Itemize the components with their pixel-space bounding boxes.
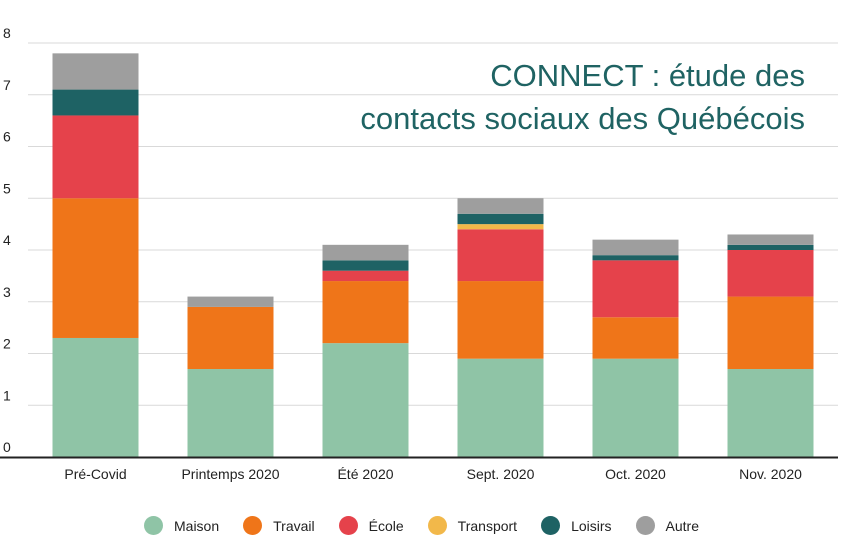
x-category-label: Oct. 2020	[605, 466, 666, 482]
y-tick-label: 8	[3, 25, 11, 41]
x-category-label: Printemps 2020	[181, 466, 279, 482]
bar-segment-travail	[457, 281, 544, 359]
chart-title: CONNECT : étude des contacts sociaux des …	[360, 58, 805, 136]
bar-segment-école	[52, 115, 139, 199]
legend-label: Maison	[174, 517, 220, 534]
y-tick-label: 5	[3, 180, 11, 196]
stacked-bar-chart: 0 1 2 3 4 5 6 7 8 Pré-Covid Printemps 2020 Été 2020…	[0, 25, 838, 482]
bar-segment-travail	[187, 306, 274, 370]
bar-segment-travail	[592, 317, 679, 359]
legend: Maison Travail École Transport Loisirs Autre	[0, 516, 843, 535]
bar-segment-autre	[187, 296, 274, 307]
x-category-label: Pré-Covid	[64, 466, 126, 482]
legend-label: Loisirs	[571, 517, 612, 534]
bar-segment-autre	[52, 53, 139, 90]
bar-segment-loisirs	[322, 260, 409, 271]
bar-segment-maison	[727, 369, 814, 457]
bar-segment-maison	[187, 369, 274, 457]
x-category-label: Nov. 2020	[739, 466, 802, 482]
bar-segment-école	[322, 270, 409, 282]
bar-segment-autre	[457, 198, 544, 214]
bar-segment-loisirs	[727, 244, 814, 250]
legend-swatch	[144, 516, 163, 535]
legend-label: Autre	[665, 517, 699, 534]
x-category-label: Sept. 2020	[467, 466, 535, 482]
bar-segment-travail	[727, 296, 814, 370]
legend-swatch	[427, 516, 447, 535]
y-tick-label: 6	[3, 129, 11, 145]
bar-segment-école	[727, 250, 814, 297]
legend-label: Transport	[457, 517, 518, 534]
chart-title-line: CONNECT : étude des	[490, 58, 805, 93]
bar-segment-transport	[457, 224, 544, 230]
y-tick-label: 2	[3, 336, 11, 352]
legend-swatch	[635, 516, 655, 535]
legend-swatch	[541, 516, 561, 535]
y-tick-label: 1	[3, 387, 11, 403]
legend-item-loisirs: Loisirs	[541, 516, 612, 535]
bar-segment-loisirs	[457, 213, 544, 225]
bar-segment-maison	[457, 358, 544, 457]
y-tick-label: 3	[3, 284, 11, 300]
gridlines	[28, 42, 838, 406]
legend-item-autre: Autre	[635, 516, 699, 535]
bars	[52, 53, 814, 457]
y-tick-label: 7	[3, 77, 11, 93]
legend-swatch	[338, 516, 358, 535]
legend-item-école: École	[338, 516, 404, 535]
legend-item-travail: Travail	[243, 516, 315, 535]
bar-segment-maison	[52, 337, 139, 457]
bar-segment-école	[457, 229, 544, 282]
legend-label: Travail	[273, 517, 315, 534]
x-category-label: Été 2020	[337, 466, 393, 482]
legend-item-maison: Maison	[144, 516, 219, 535]
bar-segment-autre	[322, 244, 409, 261]
bar-segment-travail	[52, 198, 139, 338]
chart-title-line: contacts sociaux des Québécois	[360, 101, 805, 136]
axes: 0 1 2 3 4 5 6 7 8 Pré-Covid Printemps 2020 Été 2020…	[0, 25, 838, 482]
bar-segment-autre	[592, 239, 679, 256]
legend-label: École	[368, 517, 404, 534]
bar-segment-maison	[592, 358, 679, 457]
bar-segment-maison	[322, 343, 409, 457]
y-tick-label: 4	[3, 232, 11, 248]
bar-segment-autre	[727, 234, 814, 245]
legend-swatch	[243, 516, 263, 535]
legend-item-transport: Transport	[427, 516, 518, 535]
bar-segment-loisirs	[52, 89, 139, 116]
bar-segment-école	[592, 260, 679, 318]
bar-segment-travail	[322, 281, 409, 344]
y-tick-label: 0	[3, 439, 11, 455]
bar-segment-loisirs	[592, 255, 679, 261]
